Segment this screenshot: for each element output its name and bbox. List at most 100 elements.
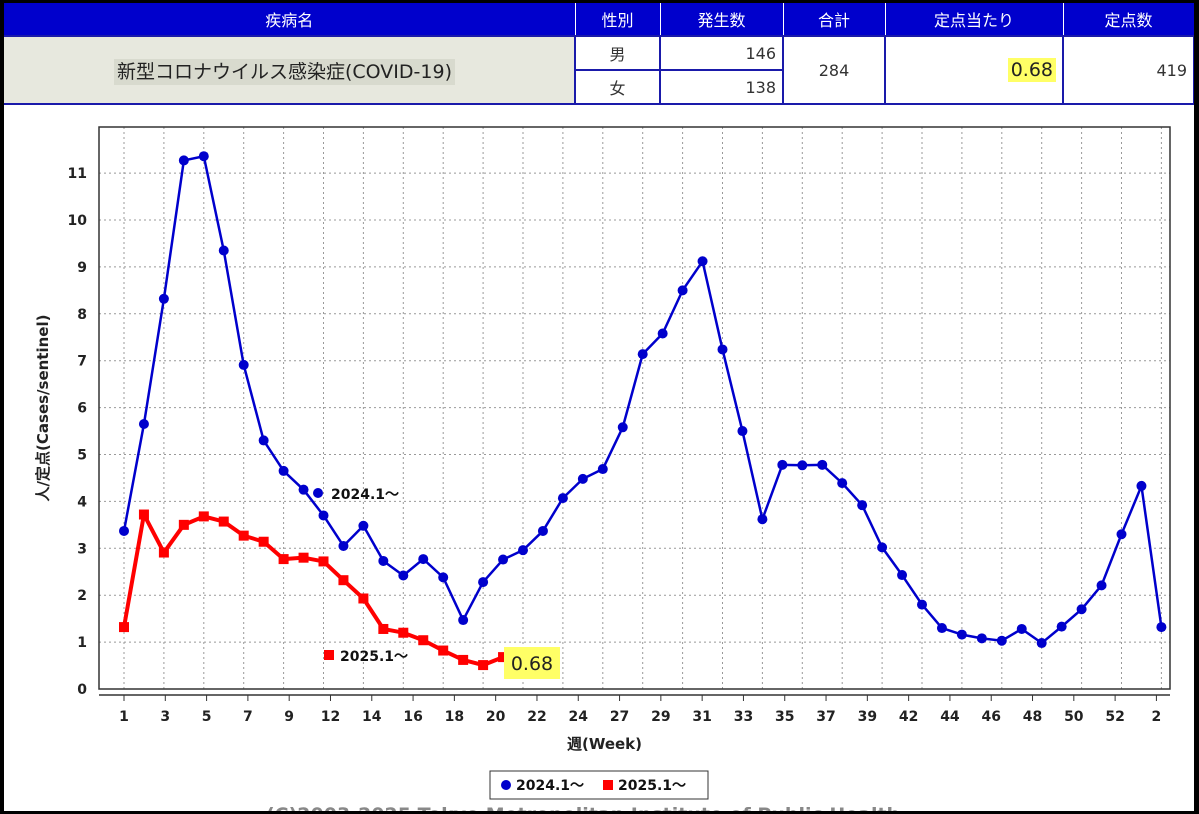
- data-point: [1036, 638, 1047, 649]
- x-tick-label: 52: [1105, 709, 1124, 725]
- data-point: [158, 547, 169, 558]
- data-point: [438, 572, 449, 583]
- data-point: [298, 552, 309, 563]
- y-tick-label: 10: [68, 213, 88, 229]
- data-point: [458, 654, 469, 665]
- x-tick-label: 3: [160, 709, 170, 725]
- data-point: [198, 151, 209, 162]
- x-tick-label: 14: [362, 709, 382, 725]
- x-axis-title: 週(Week): [567, 735, 642, 753]
- data-point: [1016, 623, 1027, 634]
- footer-credit: (C)2003-2025 Tokyo Metropolitan Institut…: [266, 804, 900, 811]
- data-point: [398, 627, 409, 638]
- data-point: [757, 514, 768, 525]
- last-value-highlight: [504, 647, 560, 679]
- data-point: [138, 419, 149, 430]
- legend-marker-2025: [603, 780, 613, 790]
- x-tick-label: 46: [981, 709, 1000, 725]
- x-tick-label: 1: [119, 709, 129, 725]
- data-point: [1156, 622, 1167, 633]
- x-tick-label: 16: [403, 709, 422, 725]
- data-point: [697, 256, 708, 267]
- x-tick-label: 5: [202, 709, 212, 725]
- data-point: [458, 615, 469, 626]
- data-point: [1096, 580, 1107, 591]
- data-point: [777, 459, 788, 470]
- y-tick-label: 2: [77, 588, 87, 604]
- data-point: [857, 500, 868, 511]
- data-point: [238, 359, 249, 370]
- x-tick-label: 48: [1023, 709, 1042, 725]
- x-tick-label: 24: [569, 709, 589, 725]
- data-point: [597, 464, 608, 475]
- total-cell: 284: [782, 35, 886, 105]
- data-point: [837, 478, 848, 489]
- x-tick-label: 9: [284, 709, 294, 725]
- data-point: [238, 530, 249, 541]
- x-tick-label: 29: [651, 709, 670, 725]
- data-point: [258, 536, 269, 547]
- data-point: [577, 473, 588, 484]
- data-point: [358, 520, 369, 531]
- chart-series: [119, 151, 1167, 671]
- data-point: [138, 509, 149, 520]
- chart-background: [4, 109, 1194, 811]
- sentinels-cell: 419: [1062, 35, 1194, 105]
- legend-label-2025: 2025.1〜: [618, 778, 686, 794]
- x-tick-label: 20: [486, 709, 506, 725]
- y-tick-label: 9: [77, 260, 87, 276]
- plot-frame: [98, 126, 1171, 690]
- data-point: [338, 540, 349, 551]
- y-tick-label: 6: [77, 401, 87, 417]
- data-point: [1116, 529, 1127, 540]
- data-point: [1136, 480, 1147, 491]
- series-label-2025: 2025.1〜: [340, 649, 408, 665]
- data-point: [278, 465, 289, 476]
- x-tick-label: 27: [610, 709, 629, 725]
- sex-female: 女: [574, 69, 661, 105]
- data-point: [637, 349, 648, 360]
- data-point: [318, 510, 329, 521]
- male-count: 146: [659, 35, 784, 71]
- header-sex: 性別: [575, 3, 661, 36]
- last-value-label: 0.68: [511, 653, 553, 675]
- data-point: [178, 155, 189, 166]
- data-point: [518, 545, 528, 556]
- x-tick-label: 44: [940, 709, 960, 725]
- female-count: 138: [659, 69, 784, 105]
- disease-name: 新型コロナウイルス感染症(COVID-19): [114, 58, 455, 85]
- y-tick-label: 7: [77, 354, 87, 370]
- y-tick-label: 0: [77, 682, 87, 698]
- header-disease: 疾病名: [4, 3, 576, 36]
- data-point: [478, 577, 489, 588]
- chart-legend: 2024.1〜 2025.1〜 (C)2003-2025 Tokyo Metropo…: [266, 770, 900, 811]
- table-header-row: 疾病名 性別 発生数 合計 定点当たり 定点数: [4, 3, 1194, 36]
- data-point: [897, 570, 908, 581]
- x-tick-label: 12: [321, 709, 340, 725]
- data-point: [817, 459, 828, 470]
- data-point: [338, 575, 349, 586]
- x-tick-label: 37: [816, 709, 835, 725]
- x-tick-label: 39: [858, 709, 877, 725]
- data-point: [557, 493, 568, 504]
- y-tick-label: 11: [68, 166, 87, 182]
- data-point: [258, 435, 269, 446]
- y-tick-label: 5: [77, 448, 87, 464]
- data-point: [917, 599, 927, 610]
- data-point: [119, 622, 129, 633]
- y-tick-label: 1: [77, 635, 87, 651]
- data-point: [438, 645, 449, 656]
- data-point: [298, 484, 309, 495]
- table-row-female: 女 138: [4, 69, 1194, 105]
- x-tick-label: 33: [734, 709, 753, 725]
- header-per-sentinel: 定点当たり: [885, 3, 1064, 36]
- header-total: 合計: [783, 3, 886, 36]
- series-label-marker-2025: [324, 650, 334, 660]
- table-row-male: 新型コロナウイルス感染症(COVID-19) 男 146 284 0.68 41…: [4, 35, 1194, 105]
- data-point: [358, 593, 369, 604]
- data-point: [178, 519, 189, 530]
- data-point: [617, 422, 628, 433]
- data-point: [218, 516, 229, 527]
- chart-labels: 2024.1〜 2025.1〜 0.68: [313, 487, 560, 679]
